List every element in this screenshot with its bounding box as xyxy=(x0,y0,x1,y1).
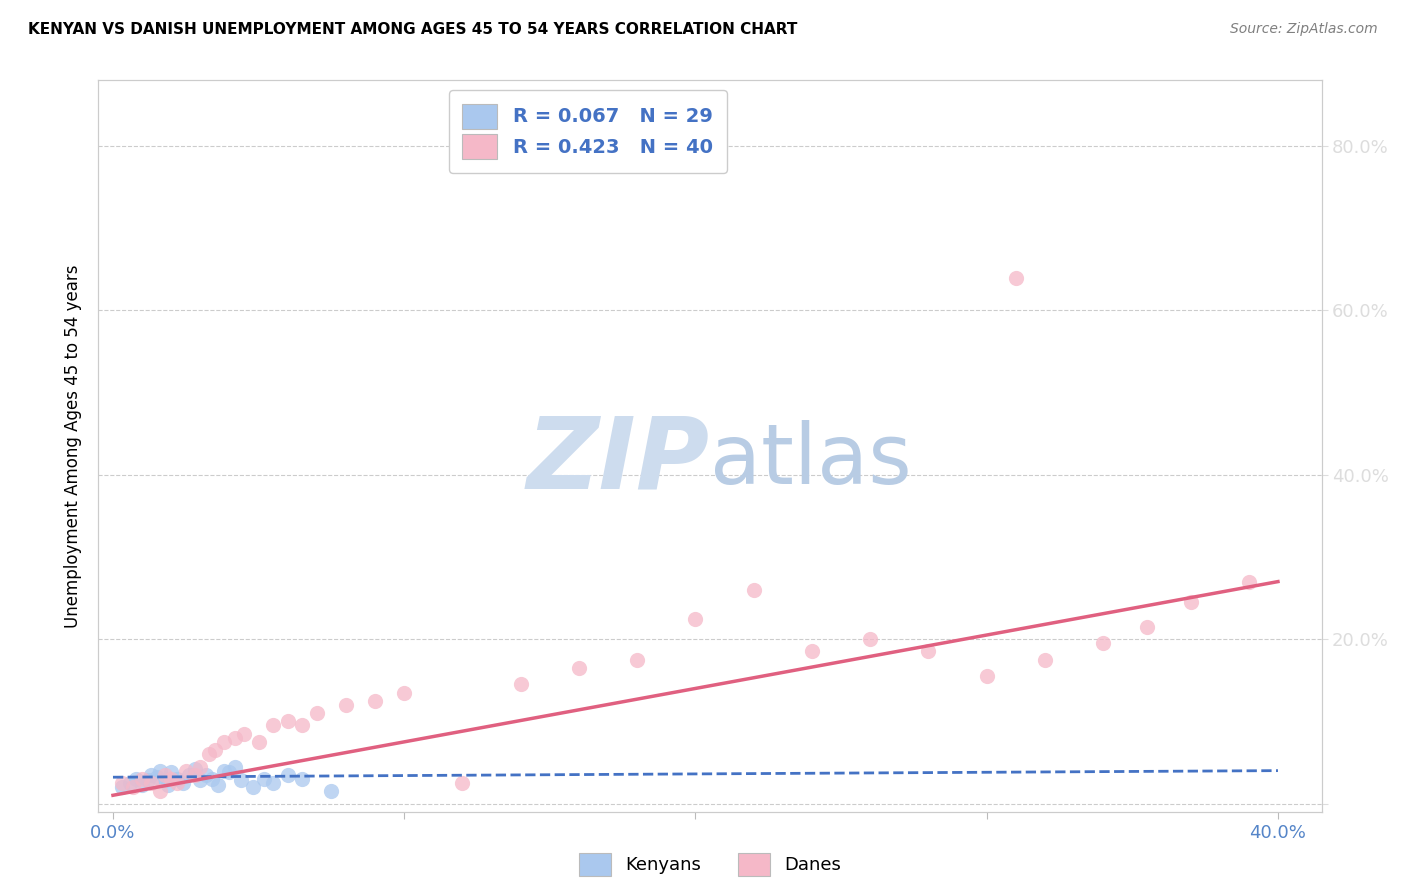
Point xyxy=(859,632,882,647)
Point xyxy=(120,776,142,790)
Text: KENYAN VS DANISH UNEMPLOYMENT AMONG AGES 45 TO 54 YEARS CORRELATION CHART: KENYAN VS DANISH UNEMPLOYMENT AMONG AGES… xyxy=(28,22,797,37)
Point xyxy=(335,698,357,712)
Point xyxy=(122,780,145,794)
Point xyxy=(160,765,183,780)
Point xyxy=(188,759,212,773)
Point xyxy=(149,784,172,798)
Point xyxy=(166,772,188,786)
Point xyxy=(145,770,167,784)
Point xyxy=(233,726,256,740)
Point xyxy=(1180,595,1202,609)
Point xyxy=(177,768,200,782)
Text: ZIP: ZIP xyxy=(527,412,710,509)
Point xyxy=(801,644,824,658)
Point xyxy=(160,772,183,786)
Point xyxy=(568,661,591,675)
Point xyxy=(172,776,194,790)
Point xyxy=(212,764,235,778)
Point xyxy=(136,773,159,788)
Text: atlas: atlas xyxy=(710,420,911,501)
Point xyxy=(125,772,148,786)
Point xyxy=(1092,636,1115,650)
Point xyxy=(253,772,276,786)
Point xyxy=(509,677,531,691)
Point xyxy=(291,718,314,732)
Legend: Kenyans, Danes: Kenyans, Danes xyxy=(571,846,849,883)
Point xyxy=(1136,620,1159,634)
Point xyxy=(207,779,229,793)
Point xyxy=(183,768,205,782)
Y-axis label: Unemployment Among Ages 45 to 54 years: Unemployment Among Ages 45 to 54 years xyxy=(65,264,83,628)
Point xyxy=(742,582,765,597)
Point xyxy=(155,768,177,782)
Point xyxy=(155,773,177,788)
Point xyxy=(626,653,648,667)
Point xyxy=(131,779,153,793)
Point xyxy=(262,776,284,790)
Point xyxy=(291,772,314,786)
Point xyxy=(139,768,162,782)
Point xyxy=(195,768,218,782)
Point xyxy=(198,747,221,762)
Point xyxy=(166,776,188,790)
Point xyxy=(149,764,172,778)
Point xyxy=(976,669,998,683)
Point xyxy=(247,735,270,749)
Point xyxy=(224,759,246,773)
Point xyxy=(157,779,180,793)
Point xyxy=(212,735,235,749)
Point xyxy=(218,765,240,780)
Point xyxy=(262,718,284,732)
Point xyxy=(1237,574,1260,589)
Point xyxy=(277,714,299,729)
Point xyxy=(231,773,253,788)
Point xyxy=(201,772,224,786)
Point xyxy=(394,685,416,699)
Point xyxy=(321,784,343,798)
Point xyxy=(1033,653,1056,667)
Point xyxy=(917,644,939,658)
Point xyxy=(111,780,134,794)
Point xyxy=(139,776,162,790)
Point xyxy=(131,772,153,786)
Point xyxy=(111,776,134,790)
Point xyxy=(188,773,212,788)
Point xyxy=(1004,270,1026,285)
Point xyxy=(174,764,197,778)
Point xyxy=(183,762,205,776)
Point xyxy=(242,780,264,794)
Point xyxy=(685,611,707,625)
Point xyxy=(277,768,299,782)
Text: Source: ZipAtlas.com: Source: ZipAtlas.com xyxy=(1230,22,1378,37)
Point xyxy=(204,743,226,757)
Point xyxy=(451,776,474,790)
Point xyxy=(224,731,246,745)
Point xyxy=(364,694,387,708)
Point xyxy=(305,706,328,720)
